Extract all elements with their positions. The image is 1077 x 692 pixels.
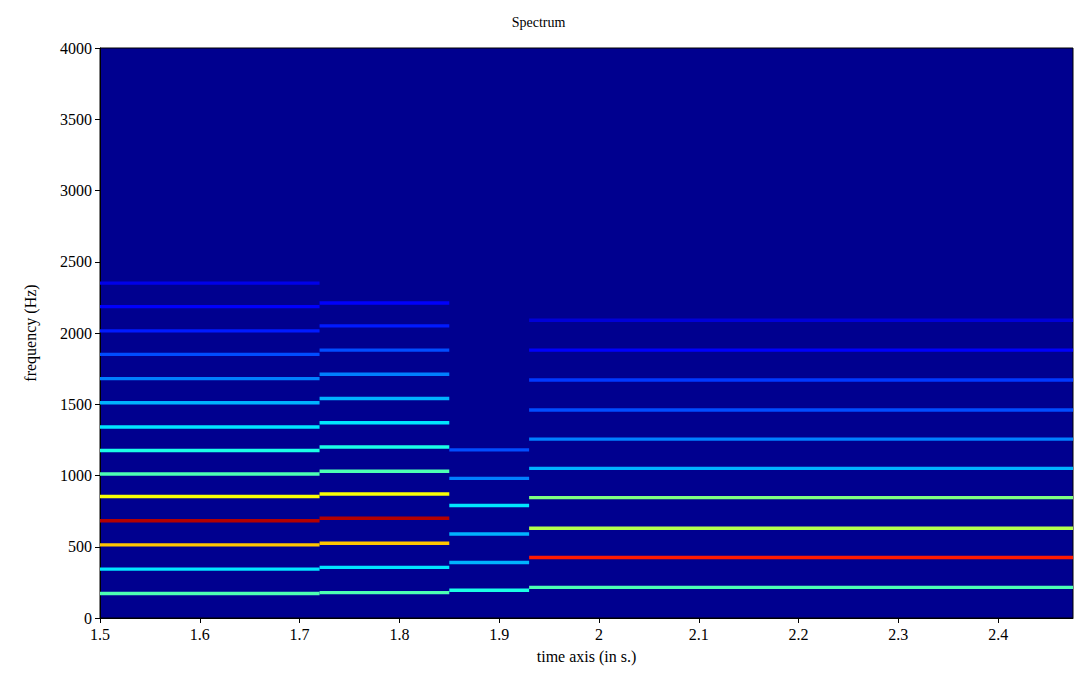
svg-text:frequency (Hz): frequency (Hz)	[22, 284, 40, 381]
svg-text:3000: 3000	[60, 182, 92, 199]
svg-text:time axis (in s.): time axis (in s.)	[537, 648, 637, 666]
svg-text:0: 0	[84, 610, 92, 627]
svg-text:2.1: 2.1	[689, 626, 709, 643]
svg-text:2: 2	[595, 626, 603, 643]
svg-text:2500: 2500	[60, 253, 92, 270]
svg-text:3500: 3500	[60, 111, 92, 128]
svg-text:2.4: 2.4	[988, 626, 1008, 643]
svg-text:1.5: 1.5	[90, 626, 110, 643]
svg-text:2000: 2000	[60, 325, 92, 342]
svg-text:500: 500	[68, 538, 92, 555]
svg-text:1.8: 1.8	[389, 626, 409, 643]
svg-text:2.3: 2.3	[888, 626, 908, 643]
svg-text:4000: 4000	[60, 40, 92, 57]
svg-text:2.2: 2.2	[789, 626, 809, 643]
svg-text:1.9: 1.9	[489, 626, 509, 643]
svg-text:1500: 1500	[60, 396, 92, 413]
svg-text:1.6: 1.6	[190, 626, 210, 643]
svg-text:1.7: 1.7	[290, 626, 310, 643]
svg-text:Spectrum: Spectrum	[512, 15, 566, 30]
svg-text:1000: 1000	[60, 467, 92, 484]
